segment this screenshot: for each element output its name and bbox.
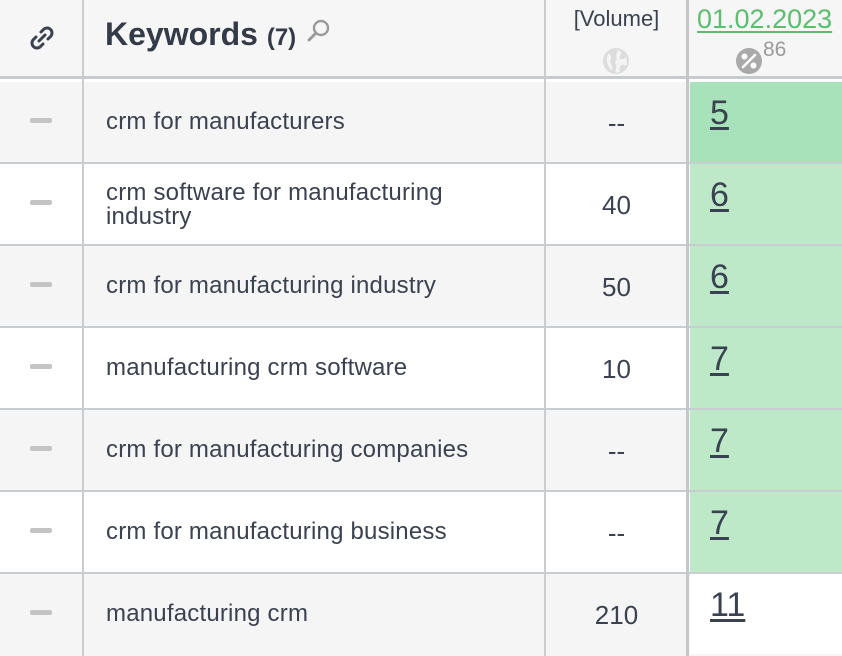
keywords-label: Keywords xyxy=(105,16,258,52)
table-row: crm for manufacturing companies -- 7 xyxy=(0,410,842,492)
volume-value: -- xyxy=(607,108,626,138)
date-column-link[interactable]: 01.02.2023 xyxy=(697,4,833,34)
volume-value: -- xyxy=(607,436,626,466)
column-divider xyxy=(544,0,546,656)
table-row: crm for manufacturers -- 5 xyxy=(0,82,842,164)
position-cell: 7 xyxy=(690,492,842,572)
volume-column-header[interactable]: [Volume] xyxy=(573,6,660,31)
minus-icon xyxy=(30,364,52,369)
table-header: Keywords (7) [Volume] 01.02.2023 xyxy=(0,0,842,79)
keyword-text: crm for manufacturing business xyxy=(106,518,447,545)
table-row: manufacturing crm 210 11 xyxy=(0,574,842,656)
position-link[interactable]: 7 xyxy=(710,340,729,378)
table-row: manufacturing crm software 10 7 xyxy=(0,328,842,410)
percent-badge-icon xyxy=(735,47,763,75)
position-cell: 11 xyxy=(690,574,842,654)
column-divider xyxy=(686,0,689,656)
position-link[interactable]: 7 xyxy=(710,422,729,460)
keywords-heading: Keywords (7) xyxy=(105,16,296,53)
position-link[interactable]: 11 xyxy=(710,586,746,624)
volume-value: 10 xyxy=(602,354,631,384)
volume-value: 50 xyxy=(602,272,631,302)
position-link[interactable]: 6 xyxy=(710,176,729,214)
table-row: crm for manufacturing business -- 7 xyxy=(0,492,842,574)
keywords-count: (7) xyxy=(266,24,297,51)
volume-value: -- xyxy=(607,518,626,548)
minus-icon xyxy=(30,118,52,123)
position-cell: 6 xyxy=(690,246,842,326)
keyword-text: crm software for manufacturing industry xyxy=(106,179,443,230)
keyword-text: crm for manufacturers xyxy=(106,108,345,135)
keyword-text: manufacturing crm software xyxy=(106,354,408,381)
minus-icon xyxy=(30,610,52,615)
position-cell: 6 xyxy=(690,164,842,244)
minus-icon xyxy=(30,282,52,287)
globe-icon xyxy=(602,47,630,75)
keyword-text: crm for manufacturing industry xyxy=(106,272,437,299)
minus-icon xyxy=(30,446,52,451)
column-divider xyxy=(82,0,84,656)
position-cell: 7 xyxy=(690,328,842,408)
keyword-text: crm for manufacturing companies xyxy=(106,436,469,463)
link-icon[interactable] xyxy=(26,22,58,54)
position-link[interactable]: 7 xyxy=(710,504,729,542)
minus-icon xyxy=(30,528,52,533)
keyword-text: manufacturing crm xyxy=(106,600,309,627)
volume-value: 210 xyxy=(594,600,639,630)
position-cell: 7 xyxy=(690,410,842,490)
visibility-percent: 86 xyxy=(763,38,787,61)
position-link[interactable]: 5 xyxy=(710,94,729,132)
search-icon[interactable] xyxy=(305,18,331,44)
minus-icon xyxy=(30,200,52,205)
position-link[interactable]: 6 xyxy=(710,258,729,296)
table-row: crm software for manufacturing industry … xyxy=(0,164,842,246)
volume-value: 40 xyxy=(602,190,631,220)
position-cell: 5 xyxy=(690,82,842,162)
table-row: crm for manufacturing industry 50 6 xyxy=(0,246,842,328)
